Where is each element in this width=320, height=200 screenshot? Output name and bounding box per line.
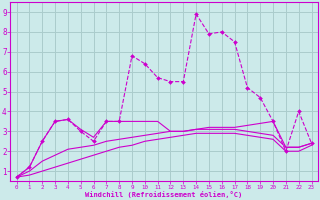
X-axis label: Windchill (Refroidissement éolien,°C): Windchill (Refroidissement éolien,°C): [85, 191, 243, 198]
